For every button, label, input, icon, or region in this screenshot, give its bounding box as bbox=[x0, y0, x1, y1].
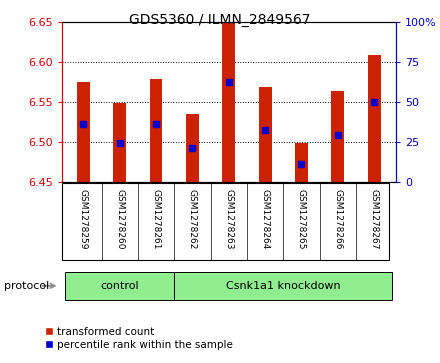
Bar bbox=[186, 114, 199, 182]
Bar bbox=[114, 103, 126, 182]
Bar bbox=[65, 272, 174, 300]
Bar bbox=[368, 55, 381, 182]
Bar bbox=[77, 82, 90, 182]
Text: GSM1278260: GSM1278260 bbox=[115, 189, 124, 250]
Text: GSM1278261: GSM1278261 bbox=[152, 189, 161, 250]
Bar bbox=[223, 23, 235, 182]
Text: GSM1278259: GSM1278259 bbox=[79, 189, 88, 250]
Bar bbox=[174, 272, 392, 300]
Bar bbox=[259, 87, 271, 182]
Text: GSM1278264: GSM1278264 bbox=[260, 189, 270, 250]
Bar bbox=[331, 91, 344, 182]
Text: GDS5360 / ILMN_2849567: GDS5360 / ILMN_2849567 bbox=[129, 13, 311, 27]
Text: control: control bbox=[100, 281, 139, 291]
Text: GSM1278267: GSM1278267 bbox=[370, 189, 379, 250]
Legend: transformed count, percentile rank within the sample: transformed count, percentile rank withi… bbox=[40, 323, 237, 354]
Text: GSM1278262: GSM1278262 bbox=[188, 189, 197, 250]
Text: GSM1278263: GSM1278263 bbox=[224, 189, 233, 250]
Text: Csnk1a1 knockdown: Csnk1a1 knockdown bbox=[226, 281, 341, 291]
Bar bbox=[295, 143, 308, 182]
Text: GSM1278266: GSM1278266 bbox=[334, 189, 342, 250]
Text: GSM1278265: GSM1278265 bbox=[297, 189, 306, 250]
Text: protocol: protocol bbox=[4, 281, 50, 291]
Bar bbox=[150, 79, 162, 182]
